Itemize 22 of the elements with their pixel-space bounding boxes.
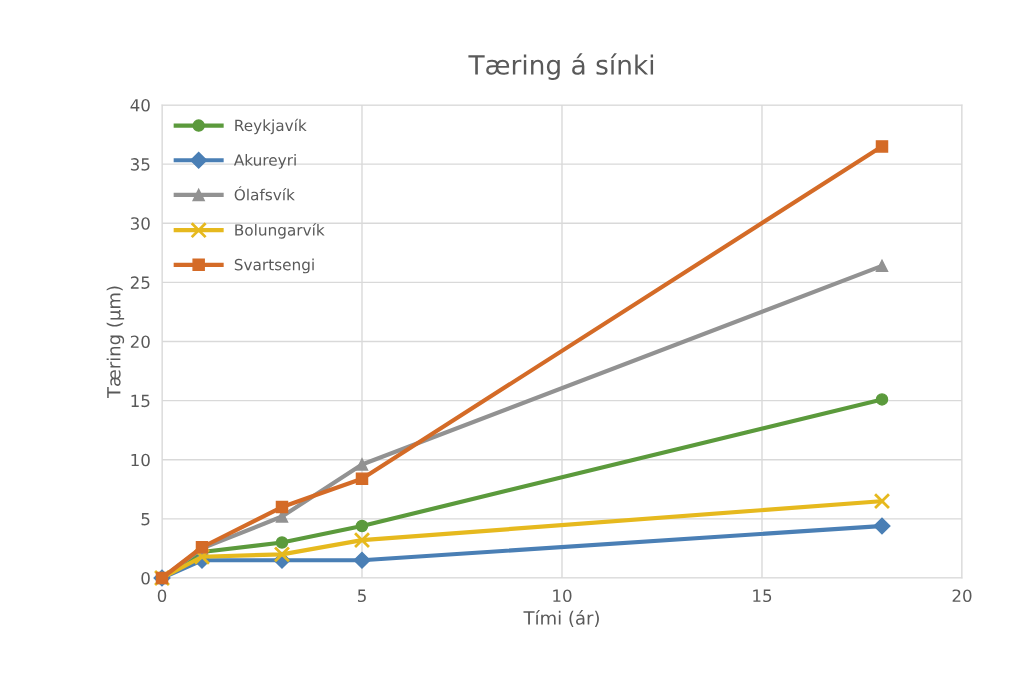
x-tick-label: 10 bbox=[553, 589, 572, 603]
y-tick-label: 5 bbox=[141, 513, 150, 526]
x-tick-label: 20 bbox=[952, 589, 972, 603]
x-tick-label: 0 bbox=[157, 589, 167, 603]
x-tick-label: 5 bbox=[357, 589, 366, 603]
x-tick-label: 15 bbox=[753, 589, 772, 603]
y-tick-label: 35 bbox=[130, 158, 150, 171]
chart-title: Tæring á sínki bbox=[468, 53, 654, 80]
y-tick-label: 10 bbox=[131, 453, 150, 467]
legend-label: Reykjavík bbox=[235, 118, 307, 135]
x-axis-title: Tími (ár) bbox=[523, 610, 599, 627]
y-tick-label: 0 bbox=[141, 571, 150, 585]
y-tick-label: 40 bbox=[130, 98, 150, 112]
legend-label: Akureyri bbox=[233, 154, 296, 169]
legend-label: Ólafsvík bbox=[234, 186, 295, 201]
y-axis-title: Tæring (µm) bbox=[106, 286, 125, 399]
legend-label: Bolungarvík bbox=[235, 223, 325, 239]
y-tick-label: 30 bbox=[130, 217, 150, 230]
y-tick-label: 20 bbox=[130, 335, 150, 349]
y-tick-label: 25 bbox=[130, 276, 150, 289]
legend-label: Svartsengi bbox=[234, 258, 314, 274]
y-tick-label: 15 bbox=[131, 394, 150, 408]
